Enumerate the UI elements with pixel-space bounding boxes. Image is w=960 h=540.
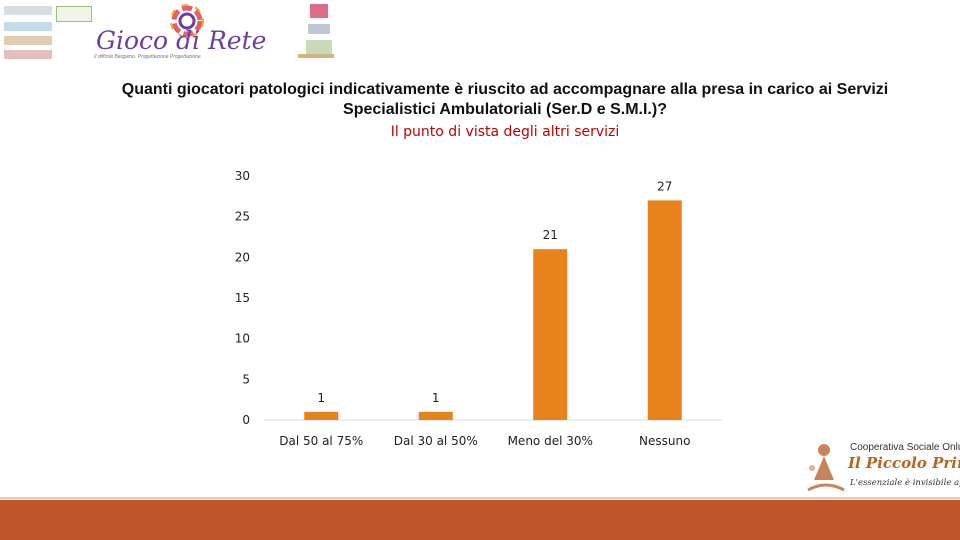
data-label: 1 [432, 391, 440, 405]
y-tick-label: 5 [242, 372, 250, 386]
chart-subtitle: Il punto di vista degli altri servizi [390, 124, 620, 140]
partner-logo-strip [4, 4, 56, 62]
y-tick-label: 20 [235, 250, 250, 264]
x-tick-label: Dal 50 al 75% [279, 434, 363, 448]
bar [418, 411, 453, 420]
region-logo [56, 6, 92, 22]
partner-logo-3 [4, 36, 52, 45]
little-prince-icon [807, 444, 845, 492]
coop-tagline: L'essenziale è invisibile agli occhi [850, 478, 960, 488]
y-tick-label: 15 [235, 291, 250, 305]
brand-subtitle: Il difficile Bergamo. Progettazione Prog… [94, 54, 201, 60]
y-tick-label: 25 [235, 210, 250, 224]
brand-title: Gioco di Rete [96, 26, 267, 55]
brand-logo: Gioco di Rete Il difficile Bergamo. Prog… [92, 2, 266, 62]
footer-bar [0, 500, 960, 540]
y-tick-label: 10 [235, 332, 250, 346]
y-tick-label: 0 [242, 413, 250, 427]
partner-logos-center [288, 2, 342, 62]
x-tick-label: Dal 30 al 50% [394, 434, 478, 448]
coop-logo: Cooperativa Sociale Onlus Il Piccolo Pri… [804, 438, 960, 498]
coop-title: Il Piccolo Principe [848, 454, 960, 472]
y-tick-label: 30 [235, 169, 250, 183]
partner-logo-4 [4, 50, 52, 59]
bar [304, 411, 339, 420]
ring-logo-icon [170, 4, 204, 38]
partner-logo-1 [4, 6, 52, 15]
x-tick-label: Nessuno [639, 434, 690, 448]
bar [647, 200, 682, 420]
question-title: Quanti giocatori patologici indicativame… [121, 81, 889, 118]
data-label: 27 [657, 179, 672, 193]
footer-divider [0, 497, 960, 499]
partner-logo-2 [4, 22, 52, 31]
partner-emblem-icon [298, 4, 334, 58]
bar [533, 249, 568, 420]
x-tick-label: Meno del 30% [508, 434, 593, 448]
coop-name: Cooperativa Sociale Onlus [850, 442, 960, 453]
data-label: 21 [543, 228, 558, 242]
data-label: 1 [317, 391, 325, 405]
